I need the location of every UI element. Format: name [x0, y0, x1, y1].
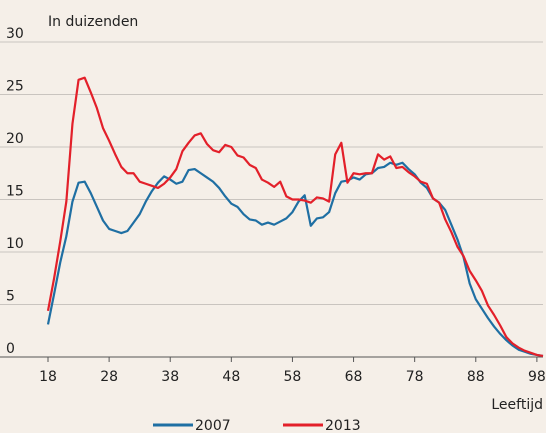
x-tick-label: 68 — [345, 369, 363, 385]
x-tick-label: 48 — [222, 369, 240, 385]
y-tick-label: 30 — [6, 26, 24, 42]
x-tick-label: 58 — [284, 369, 302, 385]
y-tick-label: 15 — [6, 184, 24, 200]
legend-label: 2013 — [325, 418, 361, 433]
line-series — [46, 161, 544, 358]
line-series — [46, 76, 544, 358]
x-tick-label: 88 — [467, 369, 485, 385]
y-tick-label: 25 — [6, 79, 24, 95]
y-tick-label: 5 — [6, 289, 15, 305]
x-axis-label: Leeftijd — [491, 397, 543, 413]
x-tick-label: 18 — [39, 369, 57, 385]
x-tick-label: 28 — [100, 369, 118, 385]
y-tick-label: 10 — [6, 236, 24, 252]
x-tick-label: 38 — [161, 369, 179, 385]
y-tick-label: 0 — [6, 341, 15, 357]
legend-label: 2007 — [195, 418, 231, 433]
y-tick-label: 20 — [6, 131, 24, 147]
x-tick-label: 78 — [406, 369, 424, 385]
chart-title: In duizenden — [48, 14, 138, 30]
x-tick-label: 98 — [528, 369, 546, 385]
